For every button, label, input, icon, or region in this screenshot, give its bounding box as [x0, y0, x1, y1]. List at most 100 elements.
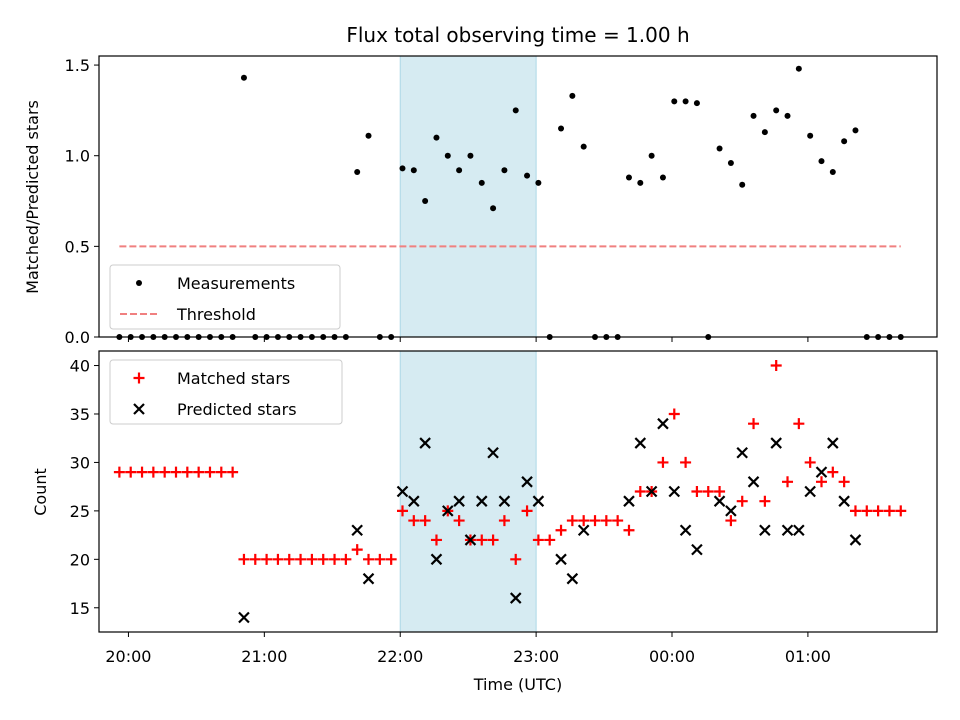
matched-stars-point	[317, 553, 329, 565]
predicted-stars-point	[691, 543, 703, 556]
bottom-y-axis-label: Count	[31, 468, 50, 516]
measurement-point	[444, 152, 451, 159]
predicted-stars-point	[453, 495, 465, 507]
bottom-highlight-band	[399, 350, 537, 633]
matched-stars-point	[804, 456, 816, 468]
measurement-point	[512, 107, 519, 114]
matched-stars-point	[861, 505, 873, 517]
matched-stars-point	[419, 515, 431, 527]
measurement-point	[354, 169, 361, 176]
matched-stars-point	[295, 553, 307, 565]
matched-stars-point	[272, 553, 284, 565]
matched-stars-point	[476, 534, 488, 546]
measurement-point	[671, 98, 678, 105]
legend-swatch-predicted	[133, 403, 145, 415]
matched-stars-point	[544, 534, 556, 546]
matched-stars-point	[204, 466, 216, 478]
predicted-stars-point	[793, 524, 805, 537]
measurement-point	[795, 65, 802, 72]
x-tick-label: 23:00	[513, 647, 559, 666]
predicted-stars-point	[475, 495, 488, 507]
measurement-point	[467, 152, 474, 159]
predicted-stars-point	[362, 572, 375, 585]
matched-stars-point	[159, 466, 171, 478]
matched-stars-point	[113, 466, 125, 478]
predicted-stars-point	[408, 495, 420, 507]
predicted-stars-point	[532, 495, 545, 507]
ratio-panel: 0.0 0.5 1.0 1.5 Measurements Threshold	[65, 55, 938, 347]
predicted-stars-point	[396, 485, 409, 498]
matched-stars-point	[125, 466, 137, 478]
x-tick-label: 21:00	[241, 647, 287, 666]
matched-stars-point	[396, 505, 408, 517]
predicted-stars-point	[498, 495, 511, 507]
matched-stars-point	[227, 466, 239, 478]
predicted-stars-point	[521, 476, 533, 488]
matched-stars-point	[261, 553, 273, 565]
matched-stars-point	[215, 466, 227, 478]
matched-stars-point	[238, 553, 250, 565]
matched-stars-point	[815, 476, 827, 488]
matched-stars-point	[170, 466, 182, 478]
measurement-point	[524, 172, 531, 179]
matched-stars-point	[329, 553, 341, 565]
matched-stars-point	[634, 486, 646, 497]
bottom-y-tick-label: 30	[70, 453, 90, 472]
predicted-stars-point	[509, 592, 522, 604]
predicted-stars-point	[623, 495, 635, 507]
matched-stars-point	[498, 515, 510, 527]
matched-stars-point	[827, 466, 839, 478]
legend-swatch-measurements	[136, 280, 142, 286]
top-legend-box	[109, 264, 341, 330]
top-y-axis-label: Matched/Predicted stars	[23, 100, 42, 294]
matched-stars-point	[680, 456, 692, 468]
matched-stars-point	[714, 486, 726, 497]
measurement-point	[682, 98, 689, 105]
matched-stars-point	[600, 515, 612, 527]
chart-title: Flux total observing time = 1.00 h	[346, 23, 689, 47]
legend-label: Threshold	[176, 305, 256, 324]
measurement-point	[829, 169, 836, 176]
matched-stars-point	[181, 466, 193, 478]
predicted-stars-point	[645, 485, 658, 498]
legend-label: Predicted stars	[177, 400, 297, 419]
measurement-point	[625, 174, 632, 181]
top-y-tick-label: 1.0	[65, 147, 90, 166]
predicted-stars-point	[351, 524, 363, 537]
predicted-stars-point	[815, 466, 828, 478]
matched-stars-point	[566, 515, 578, 527]
matched-stars-point	[340, 553, 352, 565]
measurement-point	[648, 152, 655, 159]
measurement-point	[727, 159, 734, 166]
matched-stars-point	[374, 553, 386, 565]
matched-stars-point	[430, 534, 442, 546]
predicted-stars-point	[759, 524, 771, 537]
measurement-point	[558, 125, 565, 132]
predicted-stars-point	[770, 437, 782, 449]
bottom-y-tick-label: 20	[70, 550, 90, 569]
measurement-point	[818, 158, 825, 165]
measurement-point	[410, 167, 417, 174]
matched-stars-point	[883, 505, 895, 517]
matched-stars-point	[589, 515, 601, 527]
matched-stars-point	[782, 476, 794, 488]
matched-stars-point	[351, 544, 363, 556]
matched-stars-point	[736, 495, 748, 507]
matched-stars-point	[193, 466, 205, 478]
measurement-point	[478, 179, 485, 186]
predicted-stars-point	[566, 572, 579, 585]
measurement-point	[240, 74, 247, 81]
measurement-point	[422, 198, 429, 205]
predicted-stars-point	[577, 524, 590, 537]
predicted-stars-point	[713, 495, 726, 507]
predicted-stars-point	[464, 534, 477, 546]
measurement-point	[773, 107, 780, 114]
measurement-point	[659, 174, 666, 181]
matched-stars-point	[385, 553, 397, 565]
measurement-point	[761, 129, 768, 136]
matched-stars-point	[872, 505, 884, 517]
x-tick-label: 22:00	[377, 647, 423, 666]
predicted-stars-point	[838, 495, 850, 507]
measurement-point	[501, 167, 508, 174]
